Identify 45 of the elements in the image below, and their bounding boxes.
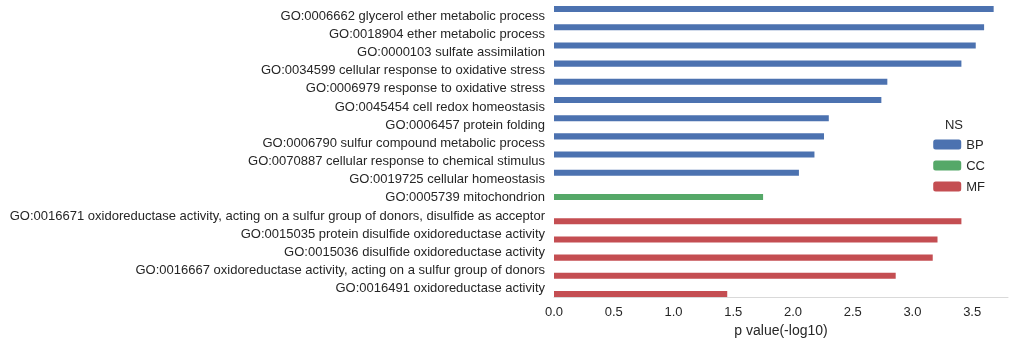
y-tick-label: GO:0006790 sulfur compound metabolic process: [262, 134, 546, 150]
bar: [554, 133, 825, 140]
x-tick-label: 3.0: [903, 304, 922, 319]
legend-title: NS: [944, 117, 964, 132]
y-tick-label: GO:0006979 response to oxidative stress: [305, 80, 546, 96]
bar: [554, 290, 728, 297]
y-tick-label: GO:0000103 sulfate assimilation: [357, 43, 545, 59]
bar: [554, 169, 799, 176]
x-tick-label: 2.0: [783, 304, 802, 319]
x-tick-label: 2.5: [843, 304, 862, 319]
x-tick-label: 0.0: [544, 304, 564, 319]
bar: [554, 193, 764, 200]
bar: [554, 6, 994, 13]
x-tick-label: 1.5: [724, 304, 743, 319]
bar: [554, 218, 962, 225]
x-tick-label: 3.5: [963, 304, 982, 319]
legend-label: MF: [966, 179, 986, 194]
bar: [554, 236, 938, 243]
y-tick-label: GO:0016491 oxidoreductase activity: [335, 280, 546, 296]
y-tick-label: GO:0070887 cellular response to chemical stimulus: [248, 153, 546, 169]
y-tick-label: GO:0018904 ether metabolic process: [328, 25, 546, 41]
y-tick-label: GO:0005739 mitochondrion: [385, 189, 545, 205]
legend-label: BP: [966, 137, 984, 152]
x-axis-title: p value(-log10): [734, 322, 828, 338]
y-tick-label: GO:0015035 protein disulfide oxidoreductase activity: [240, 225, 546, 241]
bar: [554, 24, 985, 31]
y-tick-label: GO:0016671 oxidoreductase activity, acting on a sulfur group of donors, disulfide as acceptor: [9, 207, 546, 223]
y-tick-label: GO:0019725 cellular homeostasis: [349, 171, 546, 187]
y-tick-label: GO:0034599 cellular response to oxidative stress: [261, 62, 546, 78]
bar: [554, 60, 962, 67]
legend-label: CC: [966, 158, 985, 173]
y-tick-label: GO:0016667 oxidoreductase activity, acting on a sulfur group of donors: [135, 262, 546, 278]
y-tick-label: GO:0045454 cell redox homeostasis: [334, 98, 546, 114]
y-tick-label: GO:0006662 glycerol ether metabolic process: [280, 7, 546, 23]
bar: [554, 96, 882, 103]
bar: [554, 151, 815, 158]
bar: [554, 115, 829, 122]
y-tick-label: GO:0006457 protein folding: [385, 116, 545, 132]
x-tick-label: 1.0: [664, 304, 683, 319]
bar: [554, 272, 896, 279]
x-tick-label: 0.5: [604, 304, 623, 319]
bar: [554, 254, 933, 261]
bar: [554, 42, 976, 49]
bar: [554, 78, 888, 85]
y-tick-label: GO:0015036 disulfide oxidoreductase activity: [284, 244, 546, 260]
